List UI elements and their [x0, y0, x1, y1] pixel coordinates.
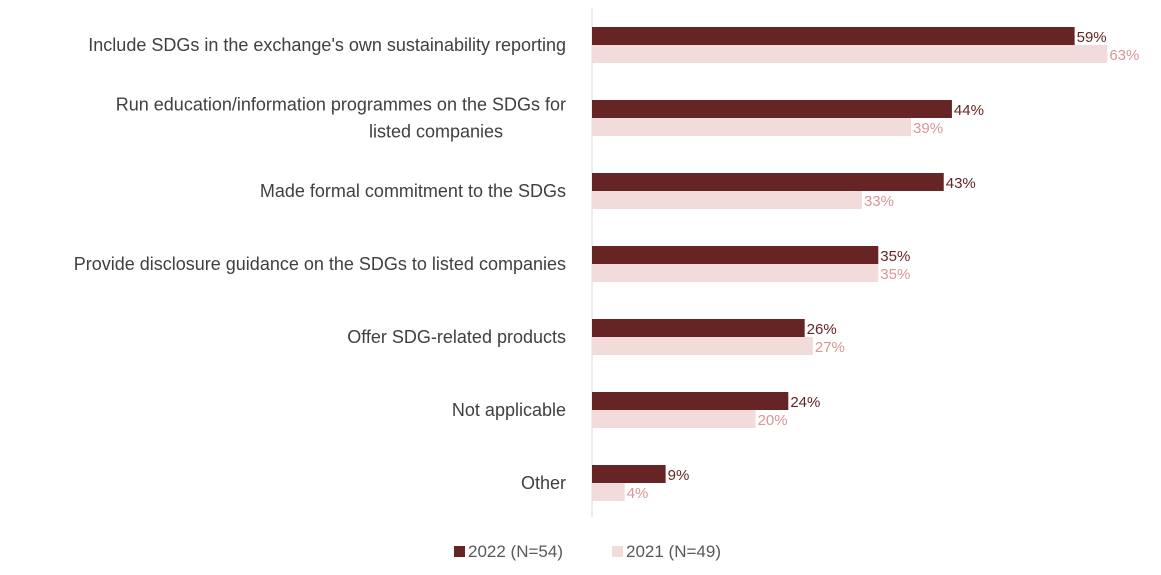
- bar-2022-5: [592, 392, 789, 410]
- category-label-line: Made formal commitment to the SDGs: [260, 181, 566, 201]
- category-label-line: Offer SDG-related products: [347, 327, 566, 347]
- category-label: Not applicable: [452, 400, 566, 420]
- category-label-line: Provide disclosure guidance on the SDGs …: [74, 254, 566, 274]
- data-label: 27%: [815, 339, 845, 356]
- legend: 2022 (N=54) 2021 (N=49): [454, 542, 721, 561]
- legend-swatch: [612, 546, 623, 557]
- bar-2021-1: [592, 118, 912, 136]
- bars: [592, 27, 1108, 501]
- bar-2021-6: [592, 483, 625, 501]
- legend-label: 2021 (N=49): [626, 542, 721, 561]
- bar-2022-1: [592, 100, 952, 118]
- bar-2021-0: [592, 45, 1108, 63]
- category-label-line: Include SDGs in the exchange's own susta…: [88, 35, 566, 55]
- data-label: 39%: [913, 120, 943, 137]
- category-label: Run education/information programmes on …: [116, 95, 566, 142]
- data-label: 43%: [946, 175, 976, 192]
- data-label: 4%: [627, 485, 649, 502]
- category-label-line: Run education/information programmes on …: [116, 95, 566, 115]
- bar-2022-2: [592, 173, 944, 191]
- category-label: Other: [521, 473, 566, 493]
- legend-swatch: [454, 546, 465, 557]
- data-label: 26%: [807, 321, 837, 338]
- category-label-line: listed companies: [369, 122, 503, 142]
- value-labels: 59%63% 44% 39% 43% 33% 35%35% 26%27% 24%20% 9% 4%: [627, 29, 1140, 502]
- bar-2021-2: [592, 191, 862, 209]
- bar-2022-6: [592, 465, 666, 483]
- category-label: Provide disclosure guidance on the SDGs …: [74, 254, 566, 274]
- data-label: 24%: [790, 394, 820, 411]
- category-label: Include SDGs in the exchange's own susta…: [88, 35, 566, 55]
- data-label: 20%: [758, 412, 788, 429]
- data-label: 59%: [1077, 29, 1107, 46]
- data-label: 44%: [954, 102, 984, 119]
- category-label-line: Other: [521, 473, 566, 493]
- data-label: 35%: [880, 266, 910, 283]
- category-label: Offer SDG-related products: [347, 327, 566, 347]
- bar-2022-0: [592, 27, 1075, 45]
- bar-2022-3: [592, 246, 879, 264]
- bar-2021-3: [592, 264, 879, 282]
- legend-label: 2022 (N=54): [468, 542, 563, 561]
- data-label: 63%: [1109, 47, 1139, 64]
- category-label: Made formal commitment to the SDGs: [260, 181, 566, 201]
- data-label: 9%: [668, 467, 690, 484]
- category-label-line: Not applicable: [452, 400, 566, 420]
- bar-2021-4: [592, 337, 813, 355]
- bar-2022-4: [592, 319, 805, 337]
- data-label: 33%: [864, 193, 894, 210]
- data-label: 35%: [880, 248, 910, 265]
- category-labels: Include SDGs in the exchange's own susta…: [74, 35, 566, 493]
- bar-2021-5: [592, 410, 756, 428]
